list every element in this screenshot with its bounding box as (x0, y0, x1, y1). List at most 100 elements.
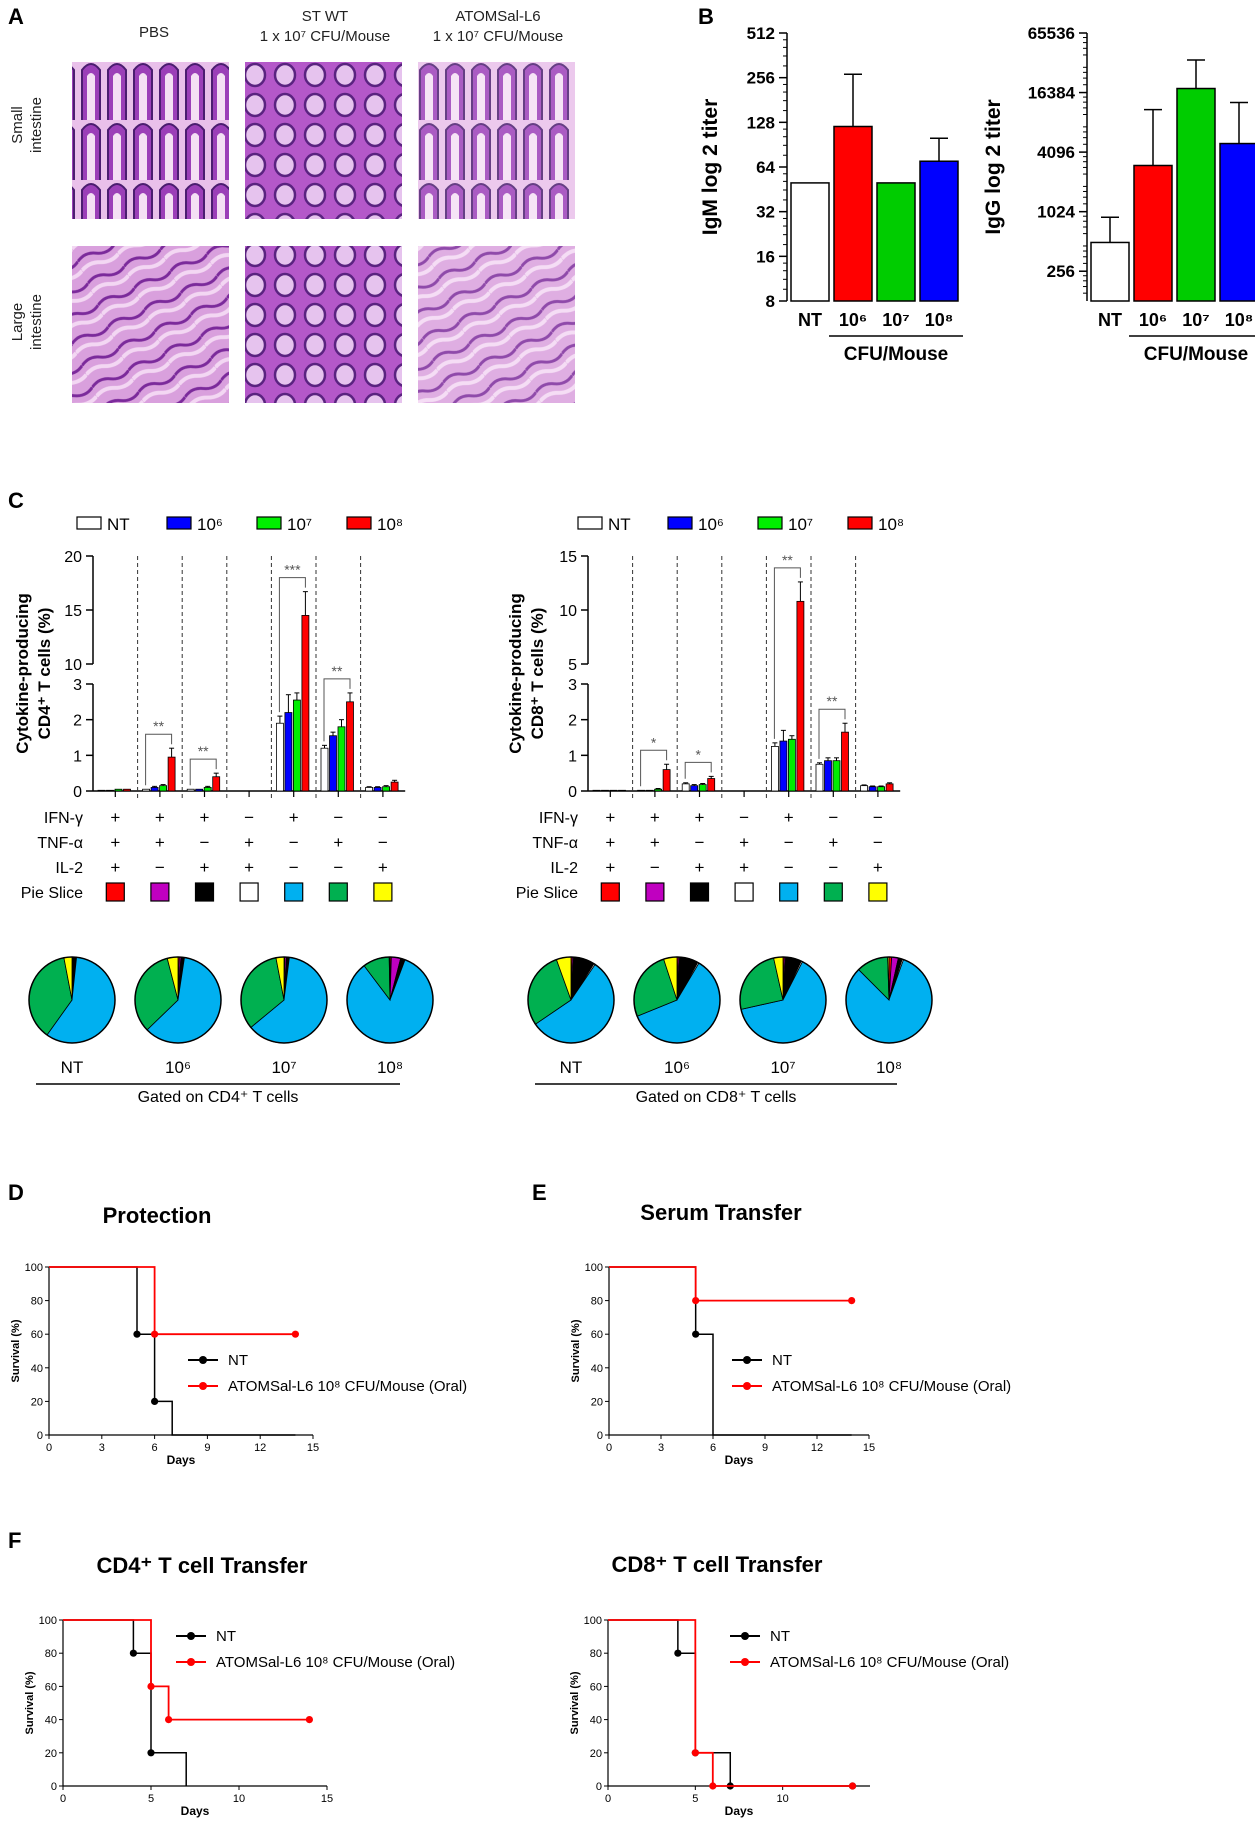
y-tick-label: 256 (1047, 262, 1075, 281)
y-tick-label: 100 (585, 1262, 603, 1274)
panel-e: E Serum Transfer 0 20 40 60 80 100 0 3 6 9 12 15 Days… (532, 1180, 1011, 1467)
survival-marker (291, 1330, 299, 1338)
legend-swatch (256, 516, 282, 530)
x-tick-label: NT (798, 310, 822, 330)
bar (292, 699, 301, 792)
cytokine-sign: + (200, 808, 210, 827)
cytokine-row-label: TNF-α (532, 835, 578, 852)
bar (382, 786, 391, 792)
cytokine-sign: − (828, 808, 838, 827)
bar (106, 789, 114, 792)
y-tick-label: 8 (766, 292, 775, 311)
histology-small-st-wt (245, 62, 402, 219)
bar (833, 125, 873, 302)
pie-outline (346, 956, 434, 1044)
y-tick-label: 60 (591, 1329, 603, 1341)
y-tick-label: 40 (45, 1715, 57, 1727)
pie-group-label: Gated on CD4⁺ T cells (138, 1089, 299, 1106)
cytokine-sign: + (739, 833, 749, 852)
cytokine-sign: + (650, 833, 660, 852)
legend-label: NT (772, 1352, 792, 1369)
y-tick-label: 100 (25, 1262, 43, 1274)
cytokine-sign: + (200, 858, 210, 877)
histology-large-st-wt (245, 246, 402, 403)
chart-title: CD8⁺ T cell Transfer (612, 1552, 823, 1577)
bar (97, 789, 106, 792)
cytokine-sign: + (289, 808, 299, 827)
bar (877, 786, 885, 792)
y-axis-label: IgG log 2 titer (982, 99, 1005, 234)
bar (1090, 241, 1130, 302)
group-label: CFU/Mouse (1144, 344, 1249, 365)
bar (142, 788, 151, 792)
y-axis-label: CD8⁺ T cells (%) (528, 608, 547, 740)
cytokine-sign: + (695, 808, 705, 827)
bar (609, 789, 618, 792)
survival-marker (151, 1397, 159, 1405)
y-tick-label: 15 (64, 603, 82, 620)
bar (790, 182, 830, 302)
bar (320, 747, 329, 792)
legend-marker (199, 1356, 207, 1364)
significance-label: *** (284, 562, 301, 578)
pie-label: NT (560, 1058, 583, 1077)
legend-swatch (667, 516, 693, 530)
x-axis-label: Days (167, 1453, 196, 1467)
x-tick-label: 5 (692, 1793, 698, 1805)
significance-bracket (189, 758, 217, 786)
col-header-st-wt-dose: 1 x 10⁷ CFU/Mouse (260, 28, 390, 45)
pie-group-label: Gated on CD8⁺ T cells (636, 1089, 797, 1106)
cytokine-sign: − (200, 833, 210, 852)
pie-slice-swatch (689, 882, 710, 902)
x-tick-label: 15 (307, 1442, 319, 1454)
cytokine-sign: − (378, 833, 388, 852)
bar (1219, 142, 1255, 302)
bar (337, 726, 346, 792)
x-tick-label: 15 (321, 1793, 333, 1805)
significance-bracket (684, 761, 712, 779)
survival-marker (691, 1749, 699, 1757)
cytokine-sign: + (650, 808, 660, 827)
x-tick-label: 0 (606, 1442, 612, 1454)
y-tick-label: 60 (590, 1681, 602, 1693)
y-tick-label: 16384 (1028, 84, 1076, 103)
survival-marker (305, 1716, 313, 1724)
pie-slice-swatch (105, 882, 125, 902)
cytokine-row-label: IL-2 (550, 860, 578, 877)
significance-bracket (640, 749, 668, 787)
row-label-small: Small (9, 106, 26, 144)
chart-title: Protection (103, 1203, 212, 1228)
survival-line (63, 1619, 310, 1721)
bar (592, 789, 601, 792)
bar (815, 763, 824, 792)
cytokine-sign: − (333, 858, 343, 877)
survival-line (608, 1619, 853, 1787)
legend-label: 10⁸ (377, 515, 403, 534)
pie-outline (739, 956, 827, 1044)
legend-label: 10⁶ (698, 515, 724, 534)
survival-marker (692, 1330, 700, 1338)
bar (788, 738, 796, 792)
pie-label: 10⁶ (165, 1058, 191, 1077)
chart-igg: 65536 16384 4096 1024 256 IgG log 2 titer NT 10… (982, 24, 1255, 365)
bar (159, 785, 168, 792)
panel-b: B 512 256 128 64 32 16 8 IgM log 2 titer NT 10⁶ 10… (698, 4, 1255, 365)
y-tick-label: 80 (31, 1296, 43, 1308)
y-tick-label: 16 (756, 247, 775, 266)
bar (779, 740, 788, 792)
y-tick-label: 1 (73, 748, 82, 765)
legend-swatch (346, 516, 372, 530)
y-tick-label: 0 (596, 1781, 602, 1793)
bar (645, 789, 654, 792)
chart-igm: 512 256 128 64 32 16 8 IgM log 2 titer NT 10⁶ 10⁷ 1… (699, 24, 963, 365)
cytokine-sign: + (110, 858, 120, 877)
x-tick-label: 10⁶ (1139, 310, 1167, 330)
bar (796, 600, 805, 792)
y-tick-label: 1 (568, 748, 577, 765)
x-axis-label: Days (181, 1804, 210, 1818)
panel-a: A PBS ST WT 1 x 10⁷ CFU/Mouse ATOMSal-L6… (8, 4, 575, 403)
significance-label: ** (153, 718, 164, 734)
legend-label: NT (770, 1628, 790, 1645)
col-header-pbs: PBS (139, 24, 169, 41)
bar (195, 788, 204, 792)
